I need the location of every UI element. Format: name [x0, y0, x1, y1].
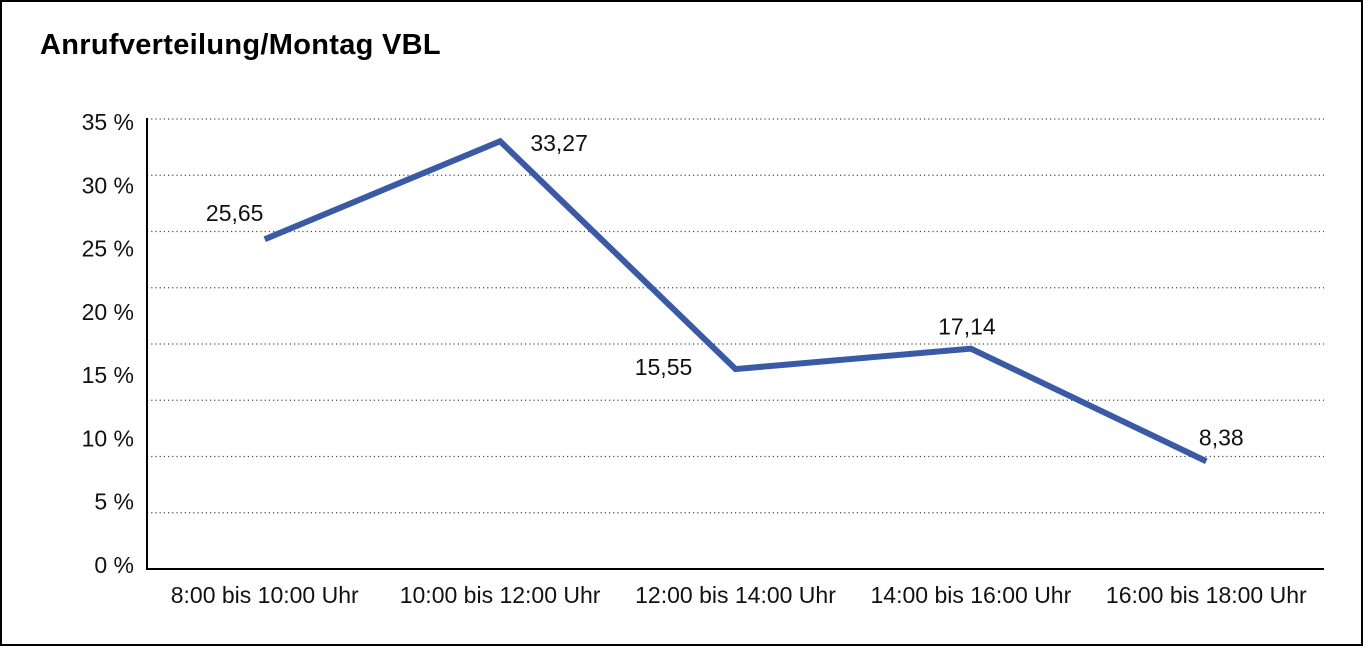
- x-category-label: 8:00 bis 10:00 Uhr: [171, 582, 359, 608]
- y-tick-label: 0 %: [94, 552, 134, 578]
- y-tick-label: 20 %: [82, 299, 134, 325]
- x-category-label: 10:00 bis 12:00 Uhr: [400, 582, 601, 608]
- y-tick-label: 10 %: [82, 425, 134, 451]
- y-tick-label: 15 %: [82, 362, 134, 388]
- data-point-label: 33,27: [530, 130, 588, 156]
- data-point-label: 8,38: [1199, 424, 1244, 450]
- x-category-label: 12:00 bis 14:00 Uhr: [635, 582, 836, 608]
- data-point-label: 17,14: [938, 314, 996, 340]
- data-point-label: 25,65: [206, 200, 264, 226]
- y-tick-label: 35 %: [82, 109, 134, 135]
- data-line: [263, 137, 1208, 464]
- x-category-label: 16:00 bis 18:00 Uhr: [1106, 582, 1307, 608]
- y-tick-label: 30 %: [82, 172, 134, 198]
- data-point-label: 15,55: [635, 354, 693, 380]
- x-category-label: 14:00 bis 16:00 Uhr: [871, 582, 1072, 608]
- chart-title: Anrufverteilung/Montag VBL: [40, 29, 441, 61]
- y-tick-label: 25 %: [82, 236, 134, 262]
- y-tick-label: 5 %: [94, 489, 134, 515]
